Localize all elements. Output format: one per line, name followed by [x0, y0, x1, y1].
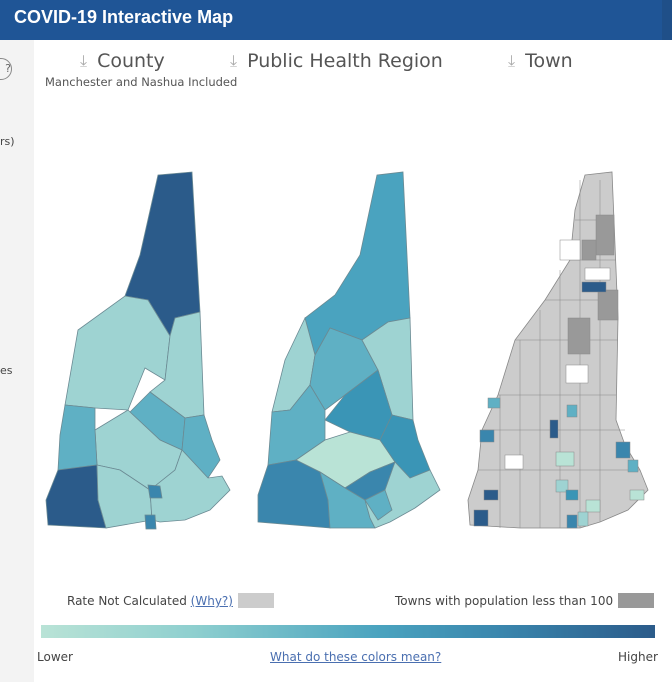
county-manchester[interactable]	[147, 484, 163, 499]
higher-label: Higher	[618, 650, 658, 664]
small-towns-swatch	[618, 593, 654, 608]
town-low[interactable]	[629, 489, 645, 501]
town-mid[interactable]	[565, 489, 579, 501]
header-edge	[662, 0, 672, 40]
town-low[interactable]	[585, 499, 601, 513]
why-link[interactable]: (Why?)	[190, 594, 233, 608]
town-na[interactable]	[565, 364, 589, 384]
town-low[interactable]	[555, 479, 569, 493]
town-high[interactable]	[483, 489, 499, 501]
town-high[interactable]	[549, 419, 559, 439]
town-low[interactable]	[555, 451, 575, 467]
color-scale-bar	[41, 625, 655, 638]
town-na[interactable]	[584, 267, 611, 281]
town-mid[interactable]	[487, 397, 501, 409]
county-nashua[interactable]	[144, 514, 157, 530]
town-mid[interactable]	[479, 429, 495, 443]
download-icon: ⤓	[80, 51, 88, 70]
region-south-central[interactable]	[364, 489, 393, 521]
town-map-outline	[467, 171, 649, 529]
left-panel: ? rs) es	[0, 40, 34, 682]
town-na[interactable]	[559, 239, 581, 261]
county-toggle[interactable]: ⤓ County	[80, 50, 165, 72]
town-mid[interactable]	[566, 514, 578, 529]
left-panel-fragment-1: rs)	[0, 135, 15, 148]
region-toggle[interactable]: ⤓ Public Health Region	[230, 50, 443, 72]
town-mid[interactable]	[566, 404, 578, 418]
county-label: County	[97, 50, 165, 72]
county-grafton[interactable]	[64, 295, 171, 411]
town-low[interactable]	[577, 511, 589, 527]
town-label: Town	[525, 50, 573, 72]
town-toggle[interactable]: ⤓ Town	[508, 50, 573, 72]
lower-label: Lower	[37, 650, 73, 664]
small-towns-label: Towns with population less than 100	[395, 594, 614, 608]
county-note: Manchester and Nashua Included	[45, 75, 238, 89]
town-small[interactable]	[581, 239, 597, 261]
download-icon: ⤓	[230, 51, 238, 70]
region-label: Public Health Region	[247, 50, 443, 72]
county-rockingham[interactable]	[149, 449, 231, 523]
town-small[interactable]	[595, 214, 615, 256]
town-mid[interactable]	[615, 441, 631, 459]
town-na[interactable]	[504, 454, 524, 470]
town-high[interactable]	[581, 281, 607, 293]
town-small[interactable]	[597, 289, 619, 321]
page-title: COVID-19 Interactive Map	[14, 7, 234, 27]
left-panel-fragment-2: es	[0, 364, 13, 377]
rate-not-calculated-label: Rate Not Calculated (Why?)	[67, 594, 233, 608]
download-icon: ⤓	[508, 51, 516, 70]
town-small[interactable]	[567, 317, 591, 355]
app-header: COVID-19 Interactive Map	[0, 0, 672, 40]
colors-meaning-link[interactable]: What do these colors mean?	[270, 650, 442, 664]
town-high[interactable]	[473, 509, 489, 527]
town-mid[interactable]	[627, 459, 639, 473]
na-swatch	[238, 593, 274, 608]
